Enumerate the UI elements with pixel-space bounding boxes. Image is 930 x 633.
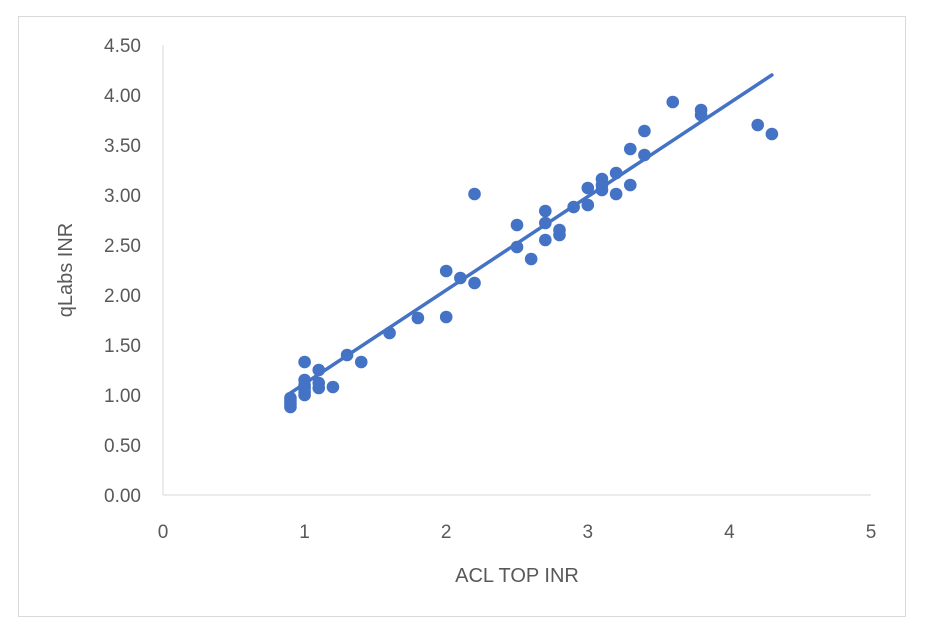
y-axis-title: qLabs INR <box>55 223 77 318</box>
data-point <box>284 391 297 405</box>
data-point <box>581 181 595 195</box>
data-point <box>354 355 368 369</box>
data-point <box>666 95 680 109</box>
x-tick-label: 3 <box>583 522 594 543</box>
data-point <box>553 223 566 237</box>
data-point <box>510 218 524 232</box>
data-point <box>439 264 453 278</box>
y-tick-label: 1.50 <box>104 336 141 357</box>
data-point <box>298 373 311 387</box>
y-tick-label: 3.00 <box>104 186 141 207</box>
data-point <box>567 200 580 214</box>
data-point <box>524 252 538 266</box>
y-tick-label: 0.50 <box>104 436 141 457</box>
points-group <box>284 95 779 414</box>
data-point <box>609 187 623 201</box>
data-point <box>312 363 326 377</box>
data-point <box>581 198 595 212</box>
data-point <box>638 124 651 138</box>
data-point <box>439 310 453 324</box>
data-point <box>539 233 552 247</box>
data-point <box>595 172 609 186</box>
data-point <box>539 216 552 230</box>
data-point <box>609 166 623 180</box>
x-tick-label: 5 <box>866 522 877 543</box>
data-point <box>638 148 651 162</box>
y-tick-label: 3.50 <box>104 136 141 157</box>
x-tick-label: 0 <box>158 522 169 543</box>
x-tick-label: 1 <box>299 522 310 543</box>
axes: 0.00 0.50 1.00 1.50 2.00 2.50 3.00 3.50 4.00 4.50… <box>104 36 876 543</box>
x-axis-title: ACL TOP INR <box>455 565 579 587</box>
y-tick-label: 4.50 <box>104 36 141 57</box>
data-point <box>298 355 311 369</box>
data-point <box>694 103 708 117</box>
data-point <box>623 178 637 192</box>
y-tick-label: 2.50 <box>104 236 141 257</box>
x-tick-label: 2 <box>441 522 452 543</box>
y-tick-label: 4.00 <box>104 86 141 107</box>
y-tick-label: 1.00 <box>104 386 141 407</box>
data-point <box>751 118 765 132</box>
y-tick-label: 0.00 <box>104 486 141 507</box>
chart-frame <box>18 16 906 617</box>
data-point <box>510 240 524 254</box>
data-point <box>340 348 354 362</box>
data-point <box>383 326 396 340</box>
data-point <box>623 142 637 156</box>
data-point <box>454 271 467 285</box>
data-point <box>326 380 340 394</box>
data-point <box>312 376 326 390</box>
y-tick-label: 2.00 <box>104 286 141 307</box>
data-point <box>539 204 552 218</box>
data-point <box>765 127 779 141</box>
trendline <box>288 73 774 395</box>
trendline-group <box>288 73 774 395</box>
x-tick-label: 4 <box>724 522 735 543</box>
data-point <box>468 276 481 290</box>
data-point <box>411 311 425 325</box>
data-point <box>468 187 481 201</box>
